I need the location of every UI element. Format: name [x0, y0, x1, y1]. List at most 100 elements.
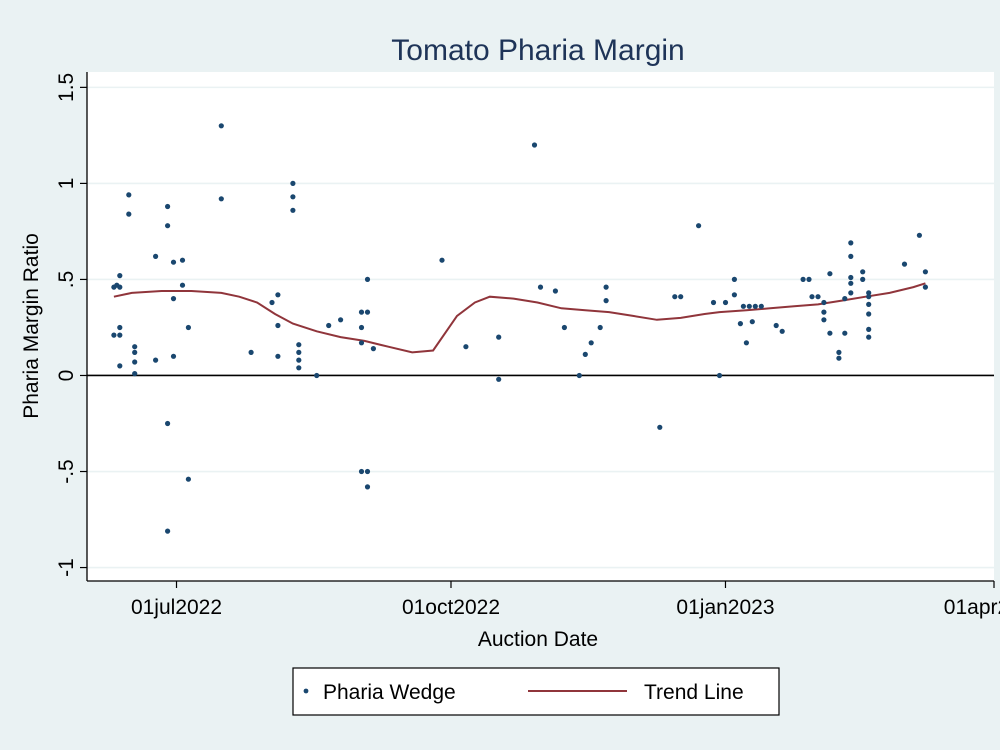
- data-point: [364, 309, 371, 315]
- data-point: [821, 309, 827, 315]
- data-point: [463, 344, 469, 350]
- data-point: [358, 340, 365, 346]
- data-point: [218, 196, 224, 202]
- data-point: [860, 269, 866, 275]
- data-point: [758, 303, 764, 309]
- data-point: [740, 303, 747, 309]
- data-point: [132, 359, 138, 365]
- data-point: [842, 296, 848, 302]
- data-point: [111, 332, 117, 338]
- data-point: [439, 257, 445, 263]
- data-point: [165, 223, 171, 229]
- data-point: [603, 284, 609, 290]
- data-point: [866, 326, 872, 332]
- data-point: [743, 340, 750, 346]
- data-point: [358, 468, 365, 475]
- data-point: [561, 324, 568, 331]
- data-point: [716, 372, 723, 379]
- data-point: [218, 123, 224, 129]
- data-point: [275, 353, 281, 359]
- data-point: [364, 468, 371, 475]
- grid-lines: [87, 86, 994, 569]
- data-point: [132, 344, 138, 350]
- x-ticks: 01jul2022 01oct2022 01jan2023 01apr2023: [131, 581, 1000, 619]
- data-point: [496, 376, 502, 382]
- data-point: [922, 284, 929, 290]
- data-point: [696, 223, 702, 229]
- data-point: [922, 269, 929, 275]
- plot-area: [87, 72, 994, 581]
- data-point: [552, 288, 559, 294]
- y-tick-label: 1.5: [55, 73, 78, 102]
- data-point: [153, 253, 159, 259]
- data-point: [531, 142, 538, 148]
- y-ticks: -1 -.5 0 .5 1 1.5: [55, 73, 87, 577]
- data-point: [248, 349, 254, 355]
- data-point: [290, 207, 296, 213]
- data-point: [582, 351, 588, 357]
- data-point: [866, 290, 872, 296]
- y-tick-label: .5: [55, 271, 78, 289]
- data-point: [866, 334, 872, 340]
- data-point: [901, 261, 908, 267]
- y-tick-label: -1: [55, 558, 78, 577]
- data-point: [370, 346, 376, 352]
- data-point: [779, 328, 785, 334]
- data-point: [752, 303, 758, 309]
- data-point: [710, 299, 717, 306]
- data-point: [364, 484, 371, 490]
- data-point: [678, 294, 684, 300]
- data-point: [275, 322, 281, 329]
- legend-label-pharia-wedge: Pharia Wedge: [323, 681, 456, 704]
- data-point: [731, 276, 738, 282]
- data-point: [117, 284, 123, 290]
- data-point: [117, 324, 123, 331]
- x-tick-label: 01jul2022: [131, 596, 222, 619]
- data-point: [827, 330, 833, 336]
- data-point: [809, 294, 815, 300]
- data-point: [672, 294, 678, 300]
- axes: [86, 72, 994, 582]
- data-point: [275, 292, 281, 298]
- data-point: [848, 240, 854, 246]
- data-point: [179, 282, 186, 288]
- x-tick-label: 01oct2022: [402, 596, 500, 619]
- data-point: [496, 334, 502, 340]
- data-point: [338, 317, 344, 323]
- data-point: [269, 299, 275, 306]
- data-point: [364, 276, 371, 282]
- data-point: [746, 303, 752, 309]
- data-point: [126, 192, 132, 198]
- data-point: [117, 273, 123, 279]
- data-point: [848, 290, 854, 296]
- data-point: [290, 194, 296, 200]
- data-point: [165, 528, 171, 534]
- data-point: [836, 349, 842, 355]
- data-point: [848, 280, 854, 286]
- data-point: [132, 349, 138, 355]
- data-point: [588, 340, 594, 346]
- data-point: [296, 349, 302, 355]
- data-point: [836, 355, 842, 361]
- data-point: [358, 324, 365, 331]
- data-point: [153, 357, 159, 363]
- data-point: [326, 322, 332, 329]
- data-point: [821, 317, 827, 323]
- data-point: [848, 274, 854, 281]
- chart-title: Tomato Pharia Margin: [391, 34, 684, 67]
- legend-label-trend-line: Trend Line: [644, 681, 744, 704]
- data-point: [773, 322, 779, 329]
- data-point: [185, 324, 191, 331]
- data-point: [296, 365, 302, 371]
- y-axis-title: Pharia Margin Ratio: [20, 233, 43, 419]
- data-point: [314, 372, 320, 379]
- data-point: [576, 372, 582, 379]
- data-point: [170, 296, 177, 302]
- trend-line: [113, 282, 926, 354]
- data-point: [848, 253, 854, 259]
- data-point: [179, 257, 186, 263]
- data-point: [815, 294, 821, 300]
- data-point: [170, 259, 177, 265]
- legend: Pharia Wedge Trend Line: [292, 667, 780, 716]
